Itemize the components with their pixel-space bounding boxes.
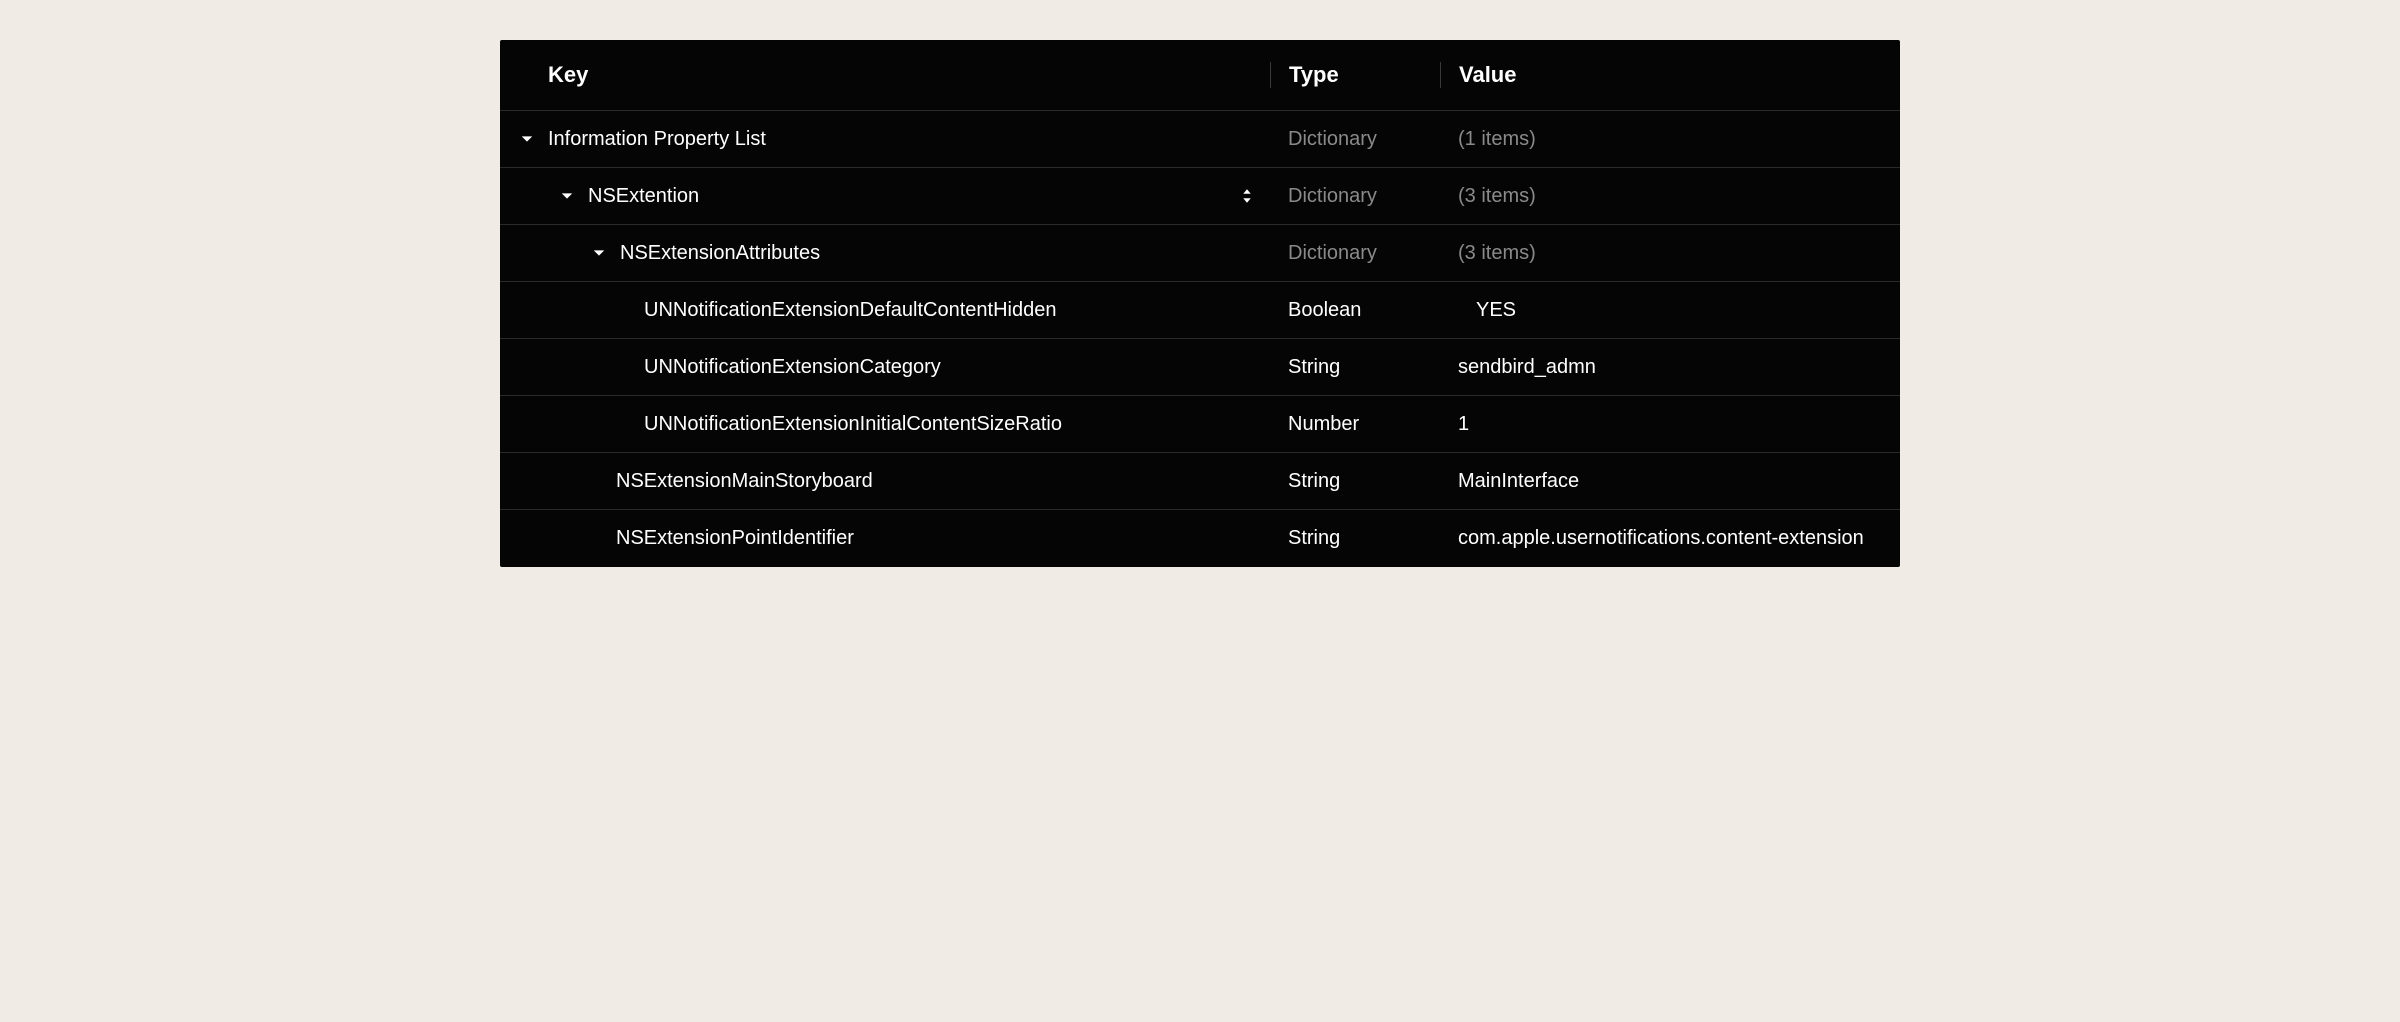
type-cell: String	[1270, 527, 1440, 550]
type-cell: Boolean	[1270, 299, 1440, 322]
table-row[interactable]: UNNotificationExtensionInitialContentSiz…	[500, 396, 1900, 453]
key-label: NSExtention	[588, 185, 699, 208]
chevron-down-icon[interactable]	[590, 244, 608, 262]
value-cell: 1	[1440, 413, 1900, 436]
key-cell: NSExtensionMainStoryboard	[500, 470, 1270, 493]
table-row[interactable]: NSExtensionAttributes Dictionary(3 items)	[500, 225, 1900, 282]
key-label: UNNotificationExtensionDefaultContentHid…	[644, 299, 1056, 322]
type-cell: Dictionary	[1270, 242, 1440, 265]
key-cell: NSExtensionPointIdentifier	[500, 527, 1270, 550]
value-cell: sendbird_admn	[1440, 356, 1900, 379]
header-value: Value	[1440, 62, 1900, 88]
type-cell: String	[1270, 356, 1440, 379]
table-header-row: Key Type Value	[500, 40, 1900, 111]
value-cell: YES	[1440, 299, 1900, 322]
table-row[interactable]: NSExtention Dictionary(3 items)	[500, 168, 1900, 225]
key-label: NSExtensionPointIdentifier	[616, 527, 854, 550]
chevron-down-icon[interactable]	[558, 187, 576, 205]
key-cell: NSExtensionAttributes	[500, 242, 1270, 265]
value-cell: com.apple.usernotifications.content-exte…	[1440, 527, 1900, 550]
value-cell: (3 items)	[1440, 185, 1900, 208]
key-label: UNNotificationExtensionInitialContentSiz…	[644, 413, 1062, 436]
key-cell: NSExtention	[500, 185, 1270, 208]
type-cell: Dictionary	[1270, 128, 1440, 151]
plist-table: Key Type Value Information Property List…	[500, 40, 1900, 567]
type-cell: Dictionary	[1270, 185, 1440, 208]
key-cell: UNNotificationExtensionCategory	[500, 356, 1270, 379]
table-row[interactable]: Information Property List Dictionary(1 it…	[500, 111, 1900, 168]
type-cell: Number	[1270, 413, 1440, 436]
key-label: UNNotificationExtensionCategory	[644, 356, 941, 379]
key-label: NSExtensionAttributes	[620, 242, 820, 265]
header-type: Type	[1270, 62, 1440, 88]
table-row[interactable]: NSExtensionPointIdentifier Stringcom.appl…	[500, 510, 1900, 567]
value-cell: MainInterface	[1440, 470, 1900, 493]
table-row[interactable]: UNNotificationExtensionCategory Stringsen…	[500, 339, 1900, 396]
table-body: Information Property ListDictionary(1 it…	[500, 111, 1900, 567]
key-label: Information Property List	[548, 128, 766, 151]
stepper-icon[interactable]	[1238, 187, 1256, 205]
table-row[interactable]: NSExtensionMainStoryboard StringMainInter…	[500, 453, 1900, 510]
key-cell: UNNotificationExtensionInitialContentSiz…	[500, 413, 1270, 436]
header-key: Key	[500, 62, 1270, 88]
table-row[interactable]: UNNotificationExtensionDefaultContentHid…	[500, 282, 1900, 339]
key-cell: Information Property List	[500, 128, 1270, 151]
chevron-down-icon[interactable]	[518, 130, 536, 148]
key-cell: UNNotificationExtensionDefaultContentHid…	[500, 299, 1270, 322]
value-cell: (1 items)	[1440, 128, 1900, 151]
value-cell: (3 items)	[1440, 242, 1900, 265]
key-label: NSExtensionMainStoryboard	[616, 470, 873, 493]
type-cell: String	[1270, 470, 1440, 493]
